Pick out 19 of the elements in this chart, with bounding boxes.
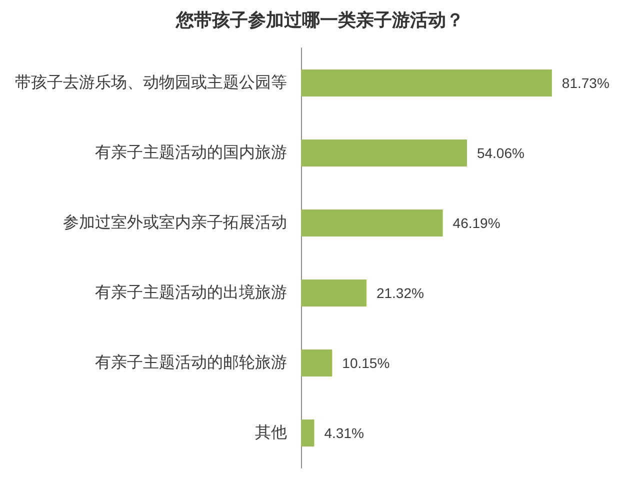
y-tick-label: 有亲子主题活动的出境旅游 <box>95 284 287 302</box>
data-label: 81.73% <box>562 75 610 91</box>
y-tick-label: 有亲子主题活动的邮轮旅游 <box>95 354 287 372</box>
y-tick-label: 有亲子主题活动的国内旅游 <box>95 144 287 162</box>
data-label: 46.19% <box>452 215 500 231</box>
chart-title: 您带孩子参加过哪一类亲子游活动？ <box>175 10 464 30</box>
y-tick-label: 带孩子去游乐场、动物园或主题公园等 <box>15 74 287 92</box>
data-label: 21.32% <box>376 285 424 301</box>
bar <box>301 140 467 166</box>
data-label: 4.31% <box>324 425 364 441</box>
bar <box>301 350 332 376</box>
y-tick-label: 参加过室外或室内亲子拓展活动 <box>63 214 287 232</box>
bar <box>301 210 443 236</box>
data-label: 10.15% <box>342 355 390 371</box>
bar <box>301 280 366 306</box>
data-label: 54.06% <box>476 145 524 161</box>
y-tick-label: 其他 <box>255 424 287 442</box>
bar <box>301 70 552 96</box>
bar <box>301 420 314 446</box>
